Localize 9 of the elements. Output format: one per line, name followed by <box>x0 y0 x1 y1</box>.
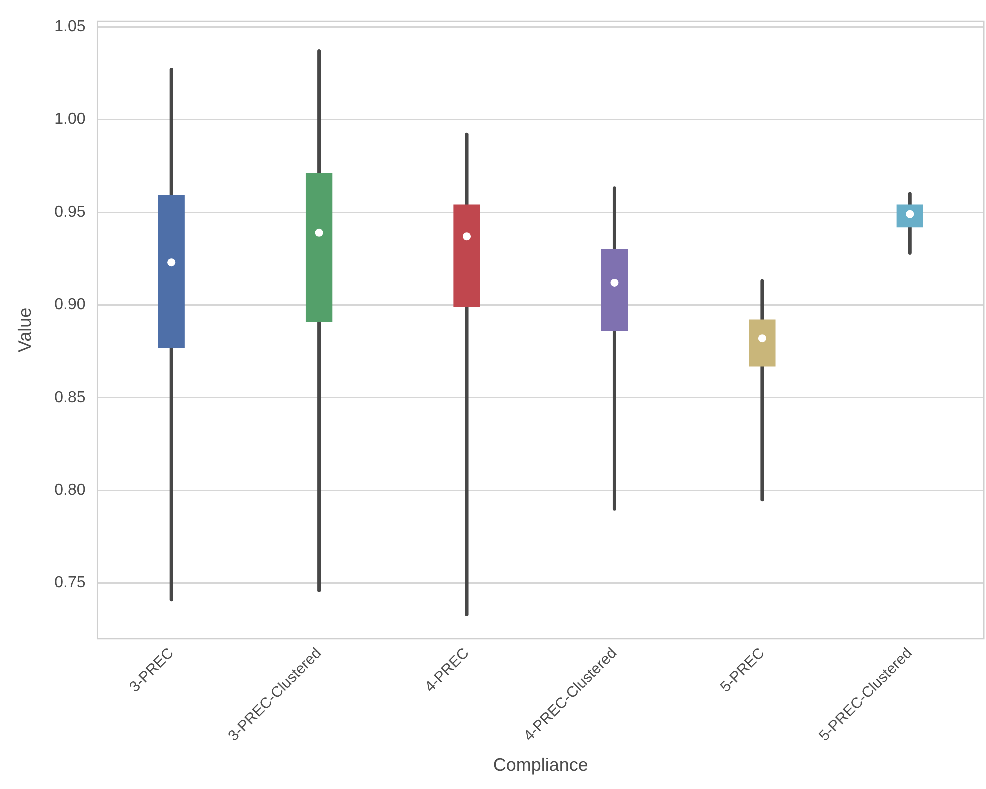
y-tick-label: 0.85 <box>54 389 86 406</box>
y-tick-label: 0.80 <box>54 482 86 499</box>
y-axis-title: Value <box>14 308 35 353</box>
y-tick-label: 0.95 <box>54 204 86 221</box>
y-tick-label: 1.00 <box>54 111 86 128</box>
y-tick-label: 0.90 <box>54 296 86 314</box>
y-tick-label: 1.05 <box>54 18 86 36</box>
x-axis-title: Compliance <box>493 755 588 776</box>
y-tick-label: 0.75 <box>54 574 86 592</box>
